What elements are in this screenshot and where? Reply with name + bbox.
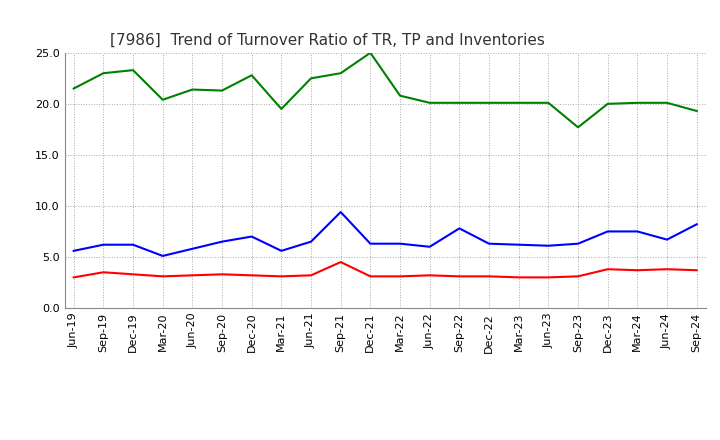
Trade Receivables: [662, 267, 671, 272]
Trade Payables: [248, 234, 256, 239]
Inventories: [603, 101, 612, 106]
Inventories: [544, 100, 553, 106]
Inventories: [426, 100, 434, 106]
Trade Receivables: [277, 274, 286, 279]
Trade Receivables: [514, 275, 523, 280]
Trade Payables: [693, 222, 701, 227]
Trade Payables: [455, 226, 464, 231]
Trade Receivables: [426, 273, 434, 278]
Inventories: [366, 50, 374, 55]
Inventories: [662, 100, 671, 106]
Line: Inventories: Inventories: [73, 53, 697, 127]
Inventories: [336, 70, 345, 76]
Line: Trade Receivables: Trade Receivables: [73, 262, 697, 277]
Trade Payables: [603, 229, 612, 234]
Trade Payables: [188, 246, 197, 251]
Trade Receivables: [336, 260, 345, 265]
Trade Payables: [544, 243, 553, 248]
Inventories: [574, 125, 582, 130]
Trade Receivables: [366, 274, 374, 279]
Trade Payables: [366, 241, 374, 246]
Trade Receivables: [248, 273, 256, 278]
Inventories: [514, 100, 523, 106]
Trade Payables: [277, 248, 286, 253]
Trade Payables: [485, 241, 493, 246]
Trade Receivables: [396, 274, 405, 279]
Trade Receivables: [188, 273, 197, 278]
Inventories: [248, 73, 256, 78]
Inventories: [129, 67, 138, 73]
Trade Payables: [336, 209, 345, 215]
Trade Payables: [396, 241, 405, 246]
Inventories: [693, 108, 701, 114]
Trade Receivables: [307, 273, 315, 278]
Inventories: [99, 70, 108, 76]
Trade Payables: [574, 241, 582, 246]
Trade Payables: [307, 239, 315, 244]
Trade Receivables: [485, 274, 493, 279]
Inventories: [307, 76, 315, 81]
Text: [7986]  Trend of Turnover Ratio of TR, TP and Inventories: [7986] Trend of Turnover Ratio of TR, TP…: [109, 33, 544, 48]
Trade Payables: [158, 253, 167, 259]
Trade Receivables: [99, 270, 108, 275]
Trade Payables: [69, 248, 78, 253]
Trade Payables: [99, 242, 108, 247]
Inventories: [277, 106, 286, 112]
Trade Receivables: [574, 274, 582, 279]
Trade Receivables: [544, 275, 553, 280]
Trade Receivables: [69, 275, 78, 280]
Trade Payables: [514, 242, 523, 247]
Inventories: [633, 100, 642, 106]
Inventories: [455, 100, 464, 106]
Inventories: [158, 97, 167, 103]
Trade Receivables: [158, 274, 167, 279]
Inventories: [217, 88, 226, 93]
Trade Receivables: [603, 267, 612, 272]
Trade Receivables: [693, 268, 701, 273]
Inventories: [485, 100, 493, 106]
Trade Payables: [426, 244, 434, 249]
Inventories: [69, 86, 78, 91]
Trade Payables: [662, 237, 671, 242]
Trade Receivables: [217, 271, 226, 277]
Line: Trade Payables: Trade Payables: [73, 212, 697, 256]
Trade Payables: [129, 242, 138, 247]
Trade Payables: [633, 229, 642, 234]
Trade Receivables: [129, 271, 138, 277]
Trade Receivables: [455, 274, 464, 279]
Trade Payables: [217, 239, 226, 244]
Trade Receivables: [633, 268, 642, 273]
Inventories: [188, 87, 197, 92]
Inventories: [396, 93, 405, 98]
